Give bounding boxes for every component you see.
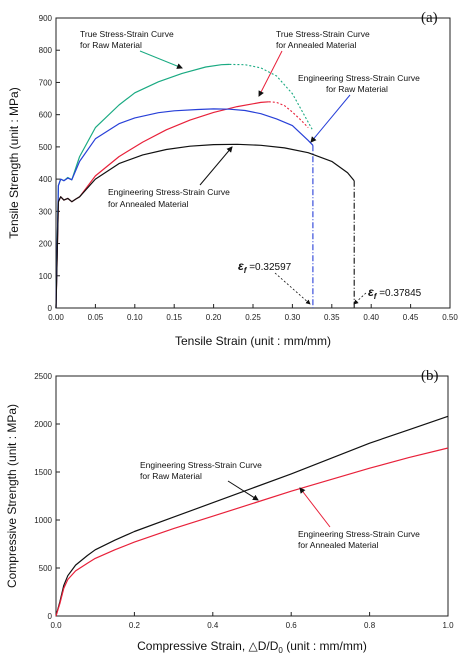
annotation-leader [227,480,259,501]
x-tick-label: 0.00 [48,313,64,322]
series-line-3 [55,108,314,309]
fracture-value: =0.32597 [246,262,291,273]
svg-text:εf =0.37845: εf =0.37845 [368,285,422,301]
annotation-line-2: for Raw Material [326,84,388,94]
x-tick-label: 0.35 [324,313,340,322]
epsilon-subscript: f [374,292,378,301]
y-tick-label: 2000 [34,420,52,429]
annotation-leader [258,50,283,97]
epsilon-symbol: ε [368,285,374,299]
y-tick-label: 500 [39,143,53,152]
x-tick-label: 0.20 [206,313,222,322]
svg-text:εf =0.32597: εf =0.32597 [238,259,292,275]
annotation-line-1: Engineering Stress-Strain Curve [298,73,420,83]
annotation-line-1: Engineering Stress-Strain Curve [140,460,262,470]
annotation-line-1: Engineering Stress-Strain Curve [108,187,230,197]
y-tick-label: 1500 [34,468,52,477]
y-tick-label: 600 [39,111,53,120]
annotation-line-2: for Annealed Material [108,199,188,209]
x-tick-label: 0.45 [403,313,419,322]
x-tick-label: 0.8 [364,621,376,630]
y-tick-label: 700 [39,78,53,87]
fracture-leader-raw [274,272,311,305]
panel-a-annotation-true-raw: True Stress-Strain Curve for Raw Materia… [80,29,183,69]
y-tick-label: 200 [39,240,53,249]
annotation-line-2: for Annealed Material [276,40,356,50]
panel-a-annotation-true-annealed: True Stress-Strain Curve for Annealed Ma… [258,29,370,97]
annotation-leader [199,146,233,186]
x-tick-label: 0.05 [88,313,104,322]
panel-b-annotation-eng-raw: Engineering Stress-Strain Curve for Raw … [140,460,262,501]
panel-b-x-axis-title: Compressive Strain, △D/D0 (unit : mm/mm) [137,639,367,655]
y-tick-label: 800 [39,46,53,55]
panel-b-y-axis-title: Compressive Strength (unit : MPa) [5,404,19,588]
panel-b-ticks: 0.0 0.2 0.4 0.6 0.8 1.0 0 500 1000 1500 2000 2500 [34,372,454,630]
annotation-leader [299,487,331,528]
x-tick-label: 0.10 [127,313,143,322]
panel-a-x-axis-title: Tensile Strain (unit : mm/mm) [175,334,331,348]
y-tick-label: 0 [48,612,53,621]
panel-b-plot-frame [55,375,449,617]
x-tick-label: 0.40 [363,313,379,322]
series-line-2 [55,447,449,617]
y-tick-label: 900 [39,14,53,23]
annotation-line-1: Engineering Stress-Strain Curve [298,529,420,539]
fracture-value: =0.37845 [376,288,421,299]
x-axis-title-unit: (unit : mm/mm) [283,639,367,653]
y-tick-label: 2500 [34,372,52,381]
x-axis-title-main: Compressive Strain, △D/D [137,639,279,653]
epsilon-symbol: ε [238,259,244,273]
series-dashed-1 [229,63,313,130]
panel-a-tensile-chart: 0.00 0.05 0.10 0.15 0.20 0.25 0.30 0.35 0.40 0.45… [7,10,458,348]
x-tick-label: 0.30 [285,313,301,322]
fracture-label-raw: εf =0.32597 [238,259,311,305]
x-tick-label: 0.25 [245,313,261,322]
annotation-line-1: True Stress-Strain Curve [276,29,370,39]
panel-a-series [55,63,355,309]
x-tick-label: 0.0 [50,621,62,630]
annotation-line-2: for Raw Material [140,471,202,481]
annotation-line-1: True Stress-Strain Curve [80,29,174,39]
fracture-label-annealed: εf =0.37845 [353,285,422,305]
panel-a-annotation-eng-annealed: Engineering Stress-Strain Curve for Anne… [108,146,233,209]
y-tick-label: 300 [39,207,53,216]
panel-a-dashed-extensions [229,63,355,308]
y-tick-label: 100 [39,272,53,281]
x-tick-label: 0.50 [442,313,458,322]
panel-a-ticks: 0.00 0.05 0.10 0.15 0.20 0.25 0.30 0.35 0.40 0.45… [39,14,459,322]
x-tick-label: 1.0 [442,621,454,630]
y-tick-label: 500 [39,564,53,573]
panel-b-label: (b) [421,368,439,384]
series-line-1 [55,415,449,617]
panel-a-y-axis-title: Tensile Strength (unit : MPa) [7,87,21,238]
x-tick-label: 0.2 [129,621,141,630]
x-tick-label: 0.15 [166,313,182,322]
y-tick-label: 0 [48,304,53,313]
series-dashed-2 [268,101,309,128]
x-tick-label: 0.6 [286,621,298,630]
x-axis-title-subscript: 0 [278,646,283,655]
panel-b-annotation-eng-annealed: Engineering Stress-Strain Curve for Anne… [298,487,420,550]
x-tick-label: 0.4 [207,621,219,630]
epsilon-subscript: f [244,266,248,275]
annotation-leader [310,94,351,143]
y-tick-label: 400 [39,175,53,184]
panel-b-compressive-chart: 0.0 0.2 0.4 0.6 0.8 1.0 0 500 1000 1500 2000 2500 (… [5,368,454,655]
panel-b-series [55,415,449,617]
annotation-line-2: for Raw Material [80,40,142,50]
annotation-leader [139,50,183,69]
fracture-leader-annealed [353,292,367,305]
annotation-line-2: for Annealed Material [298,540,378,550]
panel-a-label: (a) [421,10,438,26]
y-tick-label: 1000 [34,516,52,525]
series-line-4 [55,143,355,309]
panel-a-annotation-eng-raw: Engineering Stress-Strain Curve for Raw … [298,73,420,143]
